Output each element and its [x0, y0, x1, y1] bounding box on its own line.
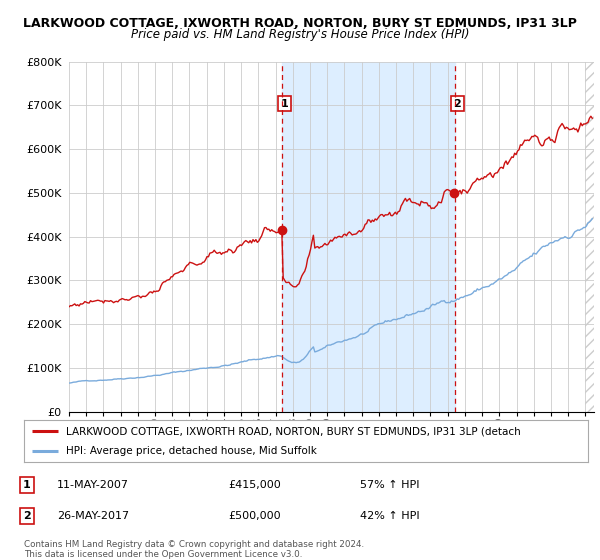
Text: Contains HM Land Registry data © Crown copyright and database right 2024.: Contains HM Land Registry data © Crown c…	[24, 540, 364, 549]
Text: HPI: Average price, detached house, Mid Suffolk: HPI: Average price, detached house, Mid …	[66, 446, 317, 456]
Text: 1: 1	[280, 99, 288, 109]
Text: 11-MAY-2007: 11-MAY-2007	[57, 480, 129, 490]
Text: 26-MAY-2017: 26-MAY-2017	[57, 511, 129, 521]
Text: 57% ↑ HPI: 57% ↑ HPI	[360, 480, 419, 490]
Text: This data is licensed under the Open Government Licence v3.0.: This data is licensed under the Open Gov…	[24, 550, 302, 559]
Bar	[282, 62, 455, 412]
Text: Price paid vs. HM Land Registry's House Price Index (HPI): Price paid vs. HM Land Registry's House …	[131, 28, 469, 41]
Text: £415,000: £415,000	[228, 480, 281, 490]
Bar	[586, 18, 600, 412]
Text: 2: 2	[23, 511, 31, 521]
Bar	[586, 62, 600, 412]
Text: LARKWOOD COTTAGE, IXWORTH ROAD, NORTON, BURY ST EDMUNDS, IP31 3LP (detach: LARKWOOD COTTAGE, IXWORTH ROAD, NORTON, …	[66, 426, 521, 436]
Text: LARKWOOD COTTAGE, IXWORTH ROAD, NORTON, BURY ST EDMUNDS, IP31 3LP: LARKWOOD COTTAGE, IXWORTH ROAD, NORTON, …	[23, 17, 577, 30]
Text: £500,000: £500,000	[228, 511, 281, 521]
Text: 2: 2	[453, 99, 461, 109]
Text: 1: 1	[23, 480, 31, 490]
Text: 42% ↑ HPI: 42% ↑ HPI	[360, 511, 419, 521]
